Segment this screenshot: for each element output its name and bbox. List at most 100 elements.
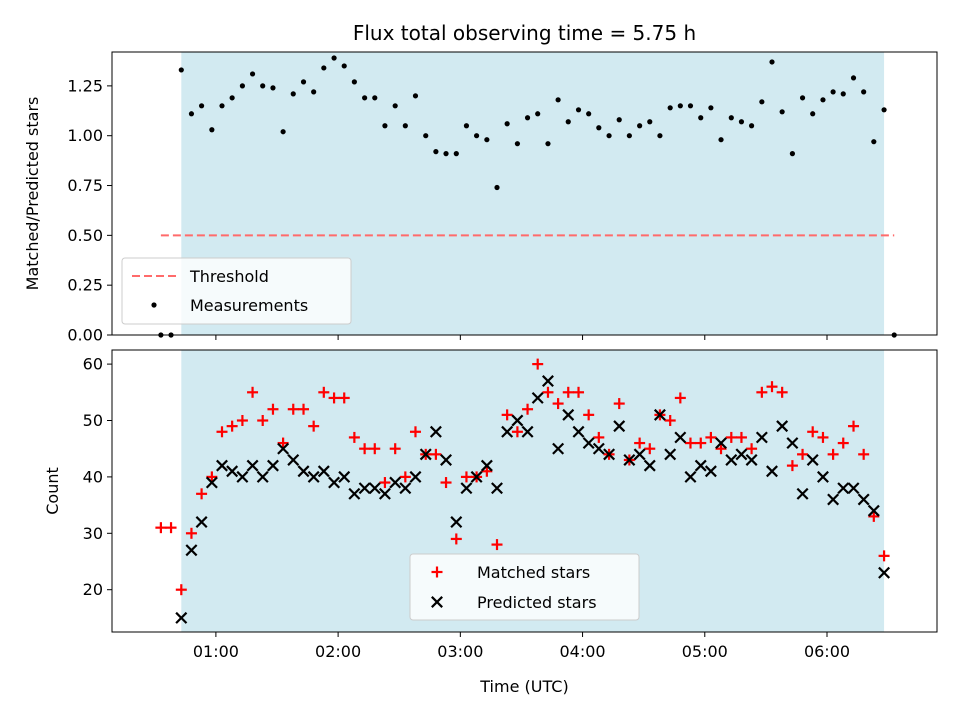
measurement-point [698,115,704,121]
x-tick-label: 06:00 [804,642,850,661]
predicted-star-point [776,420,789,433]
top-y-axis-label: Matched/Predicted stars [23,97,42,291]
predicted-star-point [531,391,544,404]
measurement-point [473,133,480,139]
predicted-star-point [541,375,554,387]
measurement-point [402,123,408,129]
predicted-star-point [552,442,565,455]
measurement-point [708,105,714,111]
predicted-star-point [633,448,646,461]
measurement-point [362,95,368,101]
measurement-point [769,59,775,65]
predicted-star-point [735,448,748,461]
predicted-star-point [511,414,524,427]
bottom-y-tick-label: 40 [83,467,103,486]
predicted-star-point [307,470,320,483]
predicted-star-point [297,465,310,478]
measurement-point [779,109,785,115]
predicted-star-point [623,454,636,466]
bottom-legend-box [409,553,640,621]
measurement-point [239,83,246,89]
predicted-star-point [806,454,819,466]
measurement-point [280,129,286,135]
measurement-point [820,97,826,103]
predicted-star-point [725,454,738,466]
predicted-star-point [460,482,473,495]
predicted-star-point [796,487,809,500]
measurement-point [270,85,276,91]
legend-threshold-label: Threshold [189,267,269,286]
measurement-point [555,97,561,103]
measurement-point [229,95,235,101]
top-y-tick-label: 1.00 [67,126,103,145]
predicted-star-point [582,437,595,450]
measurement-point [657,133,663,139]
predicted-star-point [419,448,432,461]
top-y-tick-label: 0.25 [67,276,103,295]
predicted-star-point [766,465,778,478]
predicted-star-point [470,470,483,483]
predicted-star-point [867,504,880,517]
predicted-star-point [816,470,829,483]
measurement-point [687,103,694,109]
predicted-star-point [837,482,850,495]
predicted-star-point [674,431,687,444]
legend-matched-label: Matched stars [477,563,590,582]
measurement-point [290,91,296,97]
predicted-star-point [562,408,575,421]
predicted-star-point [328,476,341,489]
predicted-star-point [378,487,391,500]
measurement-point [504,121,510,127]
predicted-star-point [450,516,463,528]
predicted-star-point [592,442,605,455]
measurement-point [423,133,429,139]
bottom-y-axis-label: Count [43,467,62,515]
predicted-star-point [643,459,656,472]
x-tick-label: 01:00 [193,642,239,661]
top-y-tick-label: 0.75 [67,176,103,195]
predicted-star-point [205,476,218,489]
measurement-point [799,95,806,101]
predicted-star-point [491,482,503,495]
predicted-star-point [480,459,493,472]
predicted-star-point [694,459,707,472]
measurement-point [249,71,256,77]
measurement-point [810,111,816,117]
predicted-star-point [358,482,371,495]
predicted-star-point [368,482,381,495]
top-legend: Threshold Measurements [121,257,352,325]
predicted-star-point [266,459,279,472]
predicted-star-point [755,431,768,444]
measurement-point [311,89,317,95]
predicted-star-point [175,611,188,624]
predicted-star-point [827,493,840,506]
bottom-y-tick-label: 50 [83,411,103,430]
measurement-point [341,63,347,69]
measurement-point [463,123,470,129]
measurement-point [209,127,215,133]
predicted-star-point [501,425,514,438]
measurement-point [524,115,531,121]
predicted-stars-points [175,375,891,624]
predicted-star-point [399,482,412,495]
measurement-point [647,119,653,125]
measurement-point [606,133,612,139]
predicted-star-point [195,516,208,528]
measurement-point [881,107,887,113]
measurement-points [158,55,897,338]
predicted-star-point [572,425,585,438]
predicted-star-point [603,448,616,461]
measurement-point [545,141,551,147]
top-x-ticks [215,335,828,340]
legend-predicted-swatch [431,596,443,608]
predicted-star-point [521,425,534,438]
measurement-point [392,103,398,109]
x-tick-label: 04:00 [560,642,606,661]
measurement-point [351,79,357,85]
measurement-point [433,149,439,155]
bottom-y-ticks: 20 30 40 50 60 [83,355,112,599]
predicted-star-point [287,454,300,466]
measurement-point [637,123,643,129]
measurement-point [188,111,195,117]
